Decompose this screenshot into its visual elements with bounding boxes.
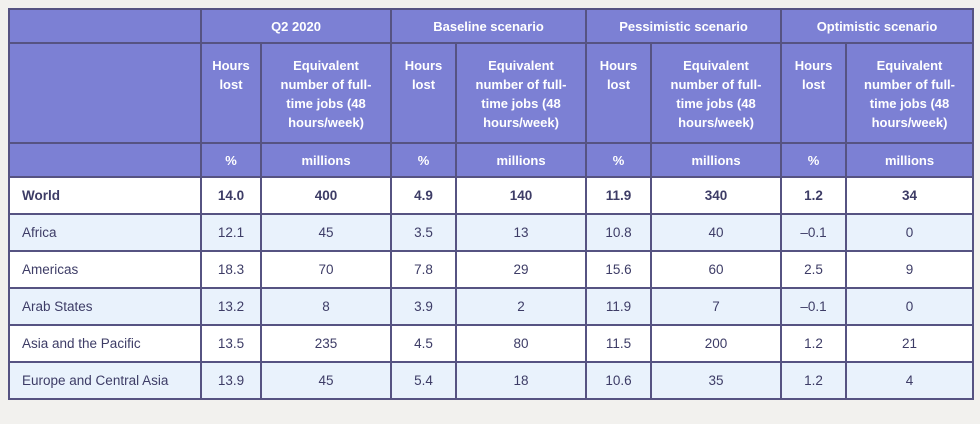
value-cell: 13 <box>455 213 587 252</box>
value-cell: 13.5 <box>200 324 262 363</box>
group-header-baseline: Baseline scenario <box>390 8 587 44</box>
value-cell: 45 <box>260 213 392 252</box>
working-hours-lost-table: Q2 2020 Baseline scenario Pessimistic sc… <box>8 8 975 400</box>
value-cell: 11.9 <box>585 287 652 326</box>
region-label: World <box>8 176 202 215</box>
value-cell: 40 <box>649 213 783 252</box>
value-cell: 29 <box>455 250 587 289</box>
table-row-europe-central-asia: Europe and Central Asia 13.9 45 5.4 18 1… <box>8 361 975 400</box>
value-cell: 10.8 <box>585 213 652 252</box>
subheader-hours-lost: Hours lost <box>585 42 652 144</box>
value-cell: 3.5 <box>390 213 457 252</box>
subheader-hours-lost: Hours lost <box>390 42 457 144</box>
subheader-equivalent-jobs: Equivalent number of full-time jobs (48 … <box>260 42 392 144</box>
value-cell: 12.1 <box>200 213 262 252</box>
value-cell: 13.9 <box>200 361 262 400</box>
group-header-optimistic: Optimistic scenario <box>780 8 975 44</box>
value-cell: 2.5 <box>780 250 848 289</box>
value-cell: 4.5 <box>390 324 457 363</box>
value-cell: 1.2 <box>780 176 848 215</box>
value-cell: 45 <box>260 361 392 400</box>
scenario-header-row: Q2 2020 Baseline scenario Pessimistic sc… <box>8 8 975 44</box>
value-cell: 4.9 <box>390 176 457 215</box>
value-cell: 14.0 <box>200 176 262 215</box>
value-cell: 200 <box>649 324 783 363</box>
unit-millions: millions <box>845 142 975 178</box>
value-cell: 35 <box>649 361 783 400</box>
unit-millions: millions <box>260 142 392 178</box>
unit-percent: % <box>780 142 848 178</box>
region-label: Asia and the Pacific <box>8 324 202 363</box>
unit-percent: % <box>585 142 652 178</box>
table-row-world: World 14.0 400 4.9 140 11.9 340 1.2 34 <box>8 176 975 215</box>
subheader-equivalent-jobs: Equivalent number of full-time jobs (48 … <box>845 42 975 144</box>
value-cell: –0.1 <box>780 213 848 252</box>
value-cell: 70 <box>260 250 392 289</box>
table-row-americas: Americas 18.3 70 7.8 29 15.6 60 2.5 9 <box>8 250 975 289</box>
region-label: Arab States <box>8 287 202 326</box>
subheader-hours-lost: Hours lost <box>780 42 848 144</box>
value-cell: 34 <box>845 176 975 215</box>
value-cell: 0 <box>845 213 975 252</box>
unit-millions: millions <box>649 142 783 178</box>
subheader-equivalent-jobs: Equivalent number of full-time jobs (48 … <box>649 42 783 144</box>
corner-cell <box>8 142 202 178</box>
table-row-asia-pacific: Asia and the Pacific 13.5 235 4.5 80 11.… <box>8 324 975 363</box>
value-cell: 10.6 <box>585 361 652 400</box>
table-row-africa: Africa 12.1 45 3.5 13 10.8 40 –0.1 0 <box>8 213 975 252</box>
value-cell: 60 <box>649 250 783 289</box>
value-cell: 5.4 <box>390 361 457 400</box>
region-label: Americas <box>8 250 202 289</box>
value-cell: 1.2 <box>780 324 848 363</box>
subheader-equivalent-jobs: Equivalent number of full-time jobs (48 … <box>455 42 587 144</box>
value-cell: 18 <box>455 361 587 400</box>
value-cell: 3.9 <box>390 287 457 326</box>
value-cell: 11.9 <box>585 176 652 215</box>
value-cell: 2 <box>455 287 587 326</box>
corner-cell <box>8 8 202 44</box>
region-label: Africa <box>8 213 202 252</box>
value-cell: 1.2 <box>780 361 848 400</box>
value-cell: 235 <box>260 324 392 363</box>
value-cell: 13.2 <box>200 287 262 326</box>
value-cell: 7.8 <box>390 250 457 289</box>
value-cell: 7 <box>649 287 783 326</box>
value-cell: 400 <box>260 176 392 215</box>
table-row-arab-states: Arab States 13.2 8 3.9 2 11.9 7 –0.1 0 <box>8 287 975 326</box>
value-cell: 11.5 <box>585 324 652 363</box>
value-cell: 15.6 <box>585 250 652 289</box>
group-header-pessimistic: Pessimistic scenario <box>584 8 783 44</box>
value-cell: –0.1 <box>780 287 848 326</box>
corner-cell <box>8 42 202 144</box>
value-cell: 80 <box>455 324 587 363</box>
region-label: Europe and Central Asia <box>8 361 202 400</box>
value-cell: 140 <box>455 176 587 215</box>
group-header-q2-2020: Q2 2020 <box>200 8 392 44</box>
value-cell: 4 <box>845 361 975 400</box>
value-cell: 8 <box>260 287 392 326</box>
value-cell: 340 <box>649 176 783 215</box>
measure-header-row: Hours lost Equivalent number of full-tim… <box>8 42 975 144</box>
unit-millions: millions <box>455 142 587 178</box>
value-cell: 18.3 <box>200 250 262 289</box>
unit-percent: % <box>200 142 262 178</box>
subheader-hours-lost: Hours lost <box>200 42 262 144</box>
page: Q2 2020 Baseline scenario Pessimistic sc… <box>8 8 975 400</box>
value-cell: 0 <box>845 287 975 326</box>
value-cell: 9 <box>845 250 975 289</box>
units-header-row: % millions % millions % millions % milli… <box>8 142 975 178</box>
value-cell: 21 <box>845 324 975 363</box>
unit-percent: % <box>390 142 457 178</box>
